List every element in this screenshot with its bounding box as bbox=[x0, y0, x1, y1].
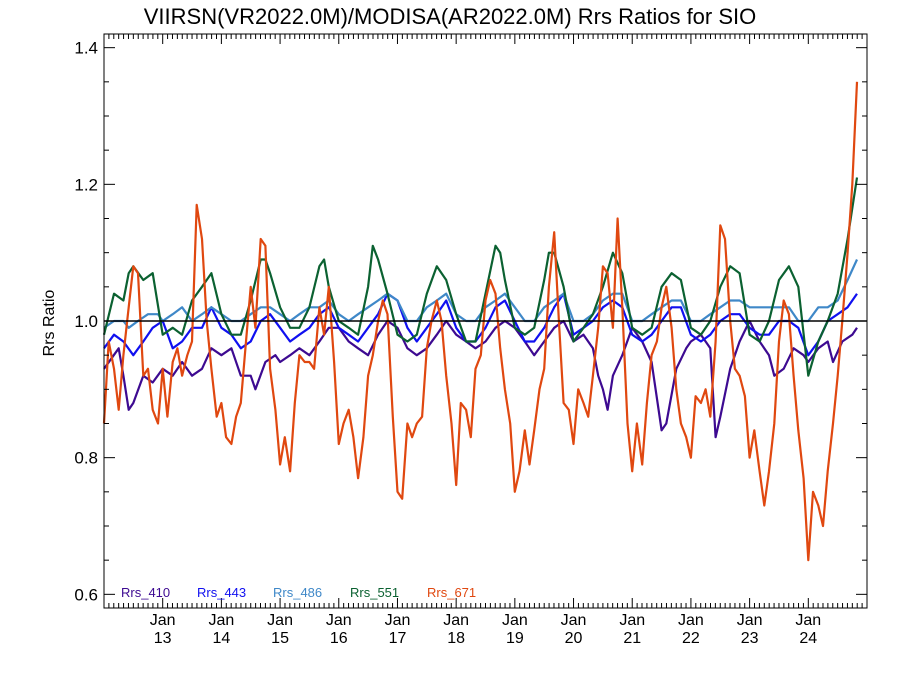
series-line-rrs_410 bbox=[103, 319, 858, 439]
x-tick-label-month: Jan bbox=[208, 612, 234, 629]
x-tick-label-year: 19 bbox=[506, 630, 524, 647]
y-tick-label: 1.4 bbox=[74, 39, 98, 58]
x-tick-label-month: Jan bbox=[561, 612, 587, 629]
x-tick-label-month: Jan bbox=[326, 612, 352, 629]
x-tick-label-year: 23 bbox=[741, 630, 759, 647]
legend-entry-rrs_551: Rrs_551 bbox=[350, 585, 399, 600]
x-tick-label-month: Jan bbox=[502, 612, 528, 629]
x-tick-label-year: 16 bbox=[330, 630, 348, 647]
series-line-rrs_671 bbox=[102, 81, 859, 562]
x-tick-label-month: Jan bbox=[678, 612, 704, 629]
y-tick-label: 0.8 bbox=[74, 449, 98, 468]
x-tick-label-year: 24 bbox=[799, 630, 817, 647]
y-tick-label: 1.2 bbox=[74, 175, 98, 194]
x-tick-label-year: 21 bbox=[623, 630, 641, 647]
x-tick-label-year: 14 bbox=[212, 630, 230, 647]
x-tick-label-year: 13 bbox=[154, 630, 172, 647]
x-tick-label-year: 18 bbox=[447, 630, 465, 647]
x-tick-label-month: Jan bbox=[150, 612, 176, 629]
legend-entry-rrs_443: Rrs_443 bbox=[197, 585, 246, 600]
x-tick-label-year: 22 bbox=[682, 630, 700, 647]
x-tick-label-month: Jan bbox=[385, 612, 411, 629]
legend-entry-rrs_410: Rrs_410 bbox=[121, 585, 170, 600]
y-tick-label: 0.6 bbox=[74, 585, 98, 604]
axis-labels: 0.60.81.01.21.4Jan13Jan14Jan15Jan16Jan17… bbox=[74, 39, 821, 647]
legend-entry-rrs_671: Rrs_671 bbox=[427, 585, 476, 600]
x-tick-label-month: Jan bbox=[619, 612, 645, 629]
x-tick-label-month: Jan bbox=[443, 612, 469, 629]
legend-entry-rrs_486: Rrs_486 bbox=[273, 585, 322, 600]
y-tick-label: 1.0 bbox=[74, 312, 98, 331]
x-tick-label-year: 20 bbox=[565, 630, 583, 647]
legend: Rrs_410 Rrs_443 Rrs_486 Rrs_551 Rrs_671 bbox=[121, 585, 476, 600]
chart-title: VIIRSN(VR2022.0M)/MODISA(AR2022.0M) Rrs … bbox=[143, 4, 757, 29]
y-axis-label: Rrs Ratio bbox=[41, 290, 58, 357]
x-tick-label-month: Jan bbox=[737, 612, 763, 629]
series-line-rrs_551 bbox=[102, 177, 859, 377]
axis-ticks bbox=[103, 34, 868, 608]
x-tick-label-year: 15 bbox=[271, 630, 289, 647]
x-tick-label-year: 17 bbox=[389, 630, 407, 647]
x-tick-label-month: Jan bbox=[795, 612, 821, 629]
x-tick-label-month: Jan bbox=[267, 612, 293, 629]
